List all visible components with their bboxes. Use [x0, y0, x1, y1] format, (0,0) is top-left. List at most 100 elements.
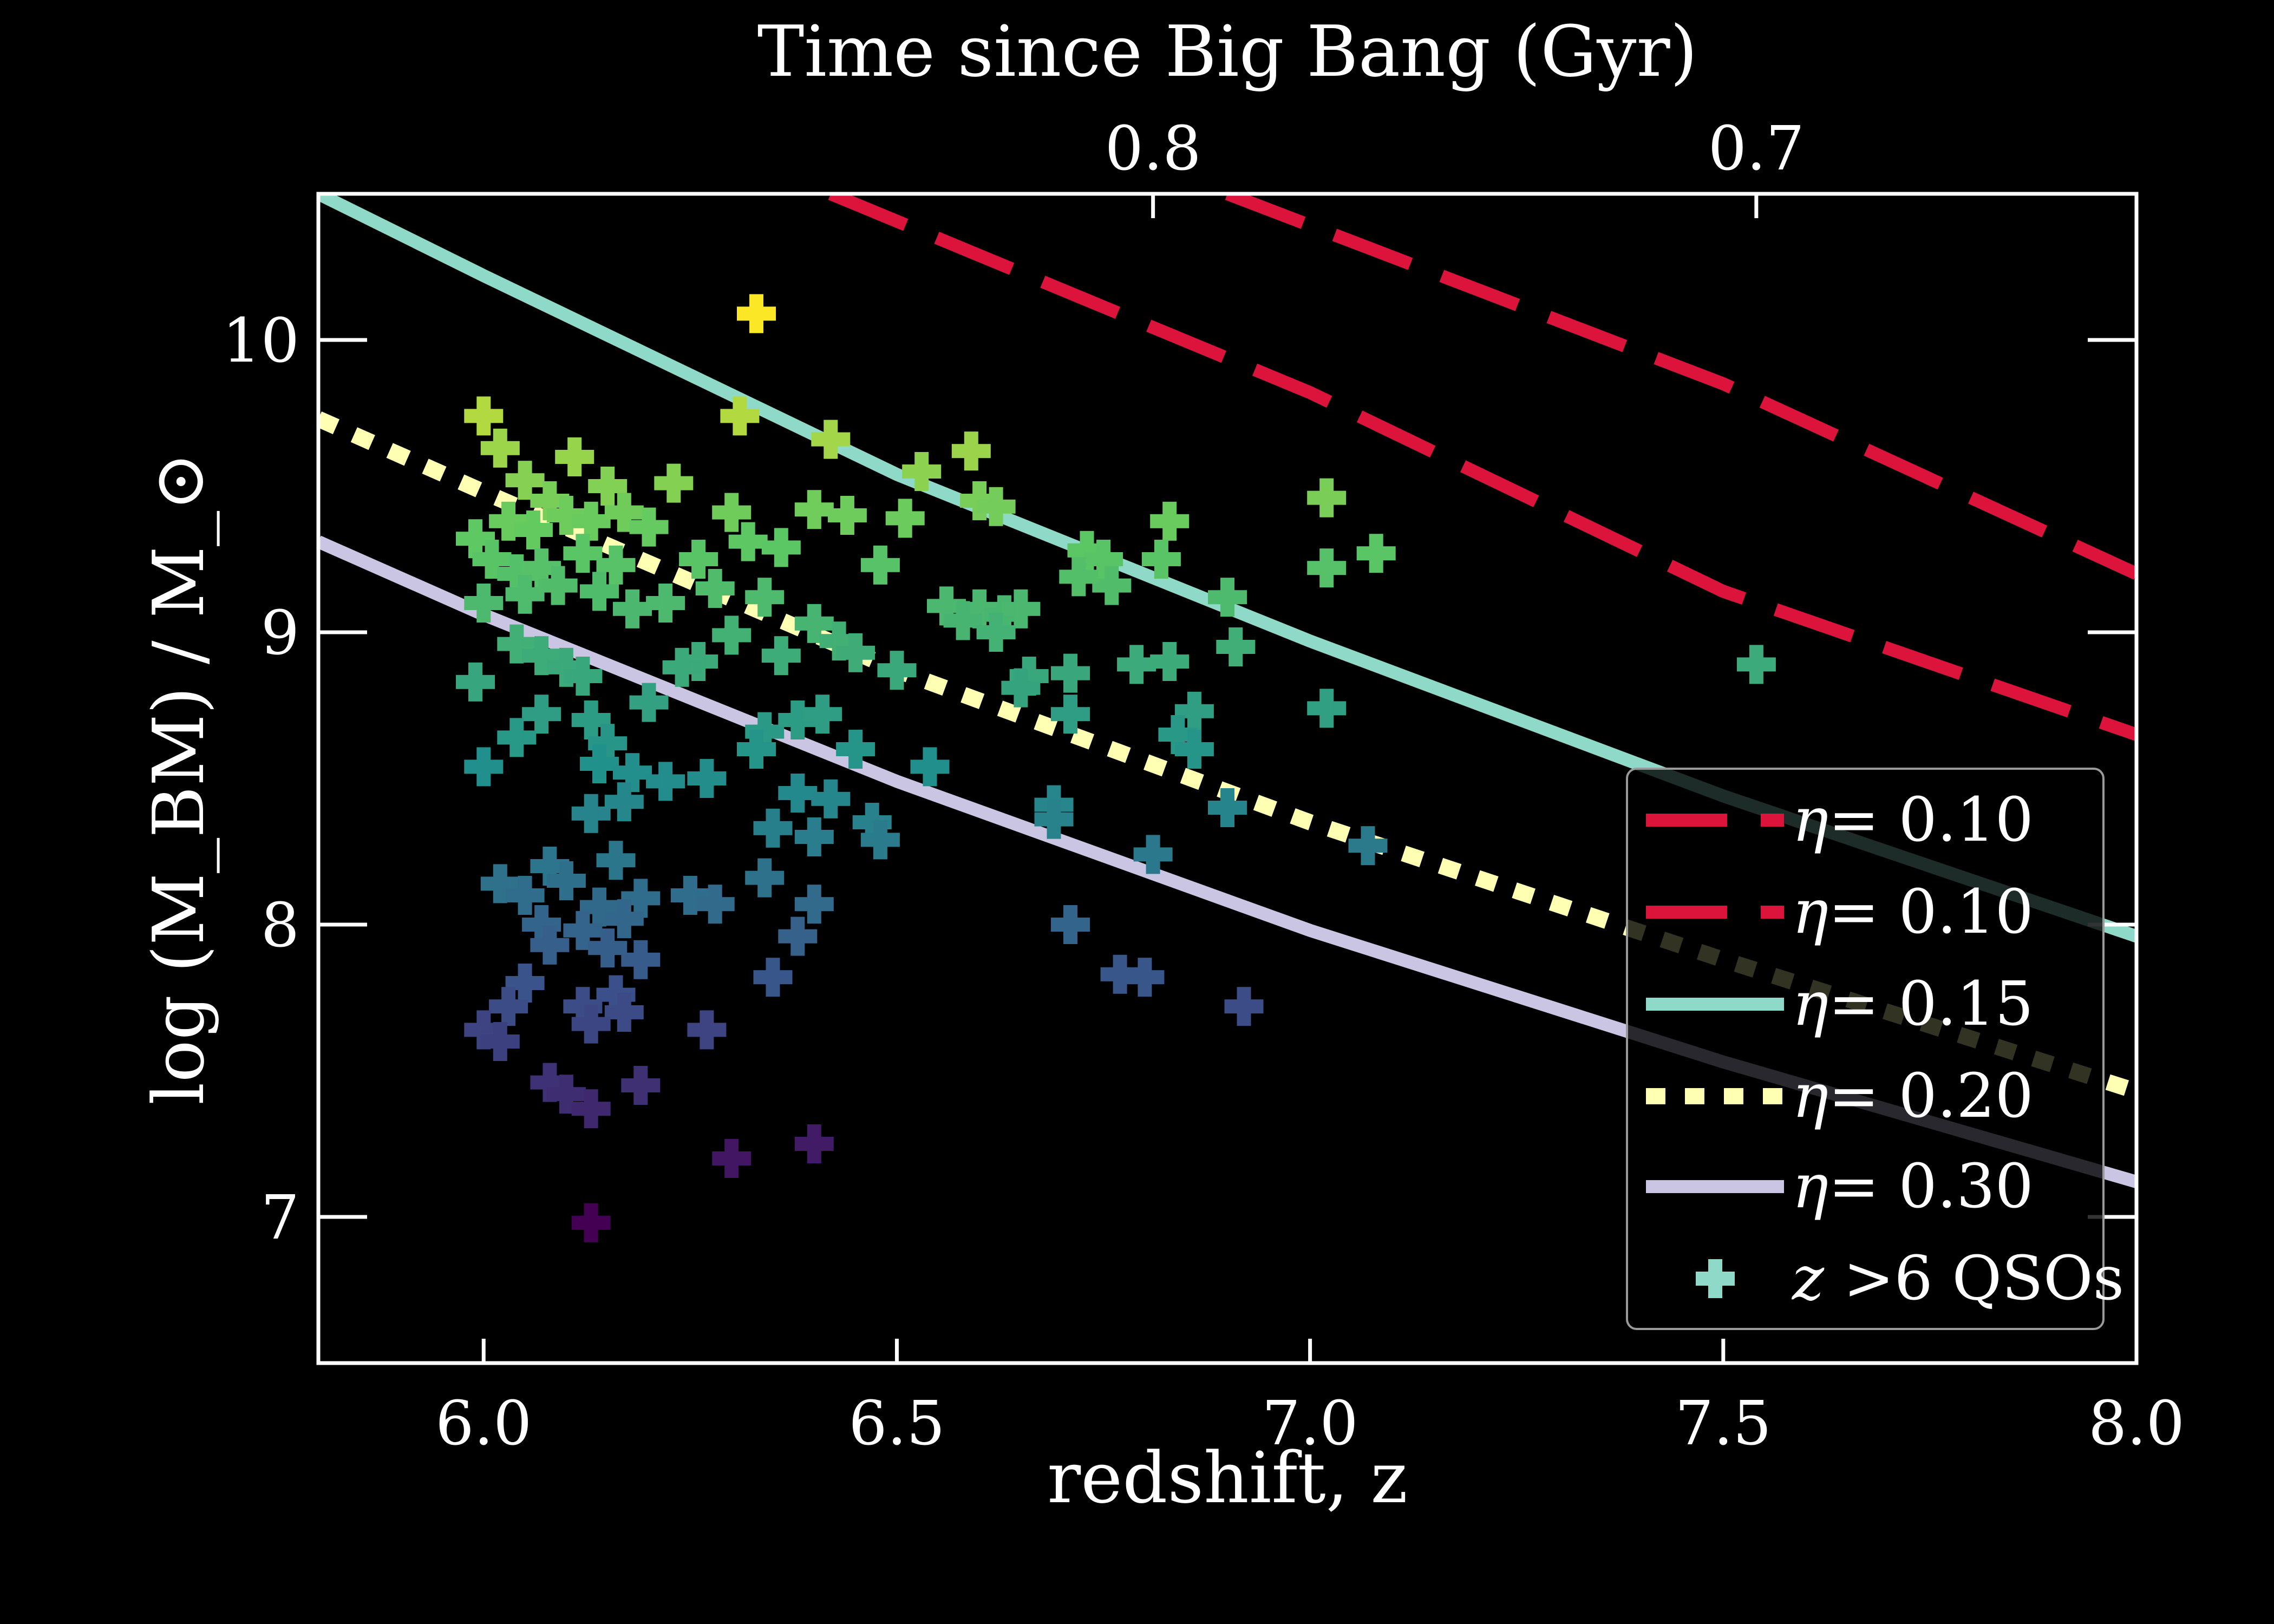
qso-point-126 — [604, 899, 644, 939]
y-tick-label: 7 — [261, 1183, 299, 1253]
legend-swatch-qso — [1696, 1259, 1735, 1298]
qso-point-9 — [505, 461, 545, 500]
x-tick-label: 6.0 — [435, 1389, 532, 1459]
top-tick-label: 0.8 — [1105, 114, 1201, 184]
qso-point-33 — [679, 540, 718, 579]
qso-point-45 — [580, 572, 619, 611]
qso-point-97 — [646, 762, 685, 801]
qso-point-43 — [505, 574, 545, 614]
qso-point-131 — [588, 928, 628, 968]
qso-point-19 — [629, 507, 669, 547]
qso-point-26 — [1150, 501, 1190, 541]
qso-points — [456, 294, 1776, 1242]
qso-point-20 — [712, 493, 752, 532]
qso-point-62 — [761, 636, 801, 676]
y-axis-title: log (M_BM) / M_⊙ — [138, 452, 220, 1105]
qso-point-103 — [1034, 800, 1074, 839]
qso-point-143 — [571, 1004, 611, 1044]
qso-point-35 — [761, 528, 801, 567]
qso-point-121 — [670, 876, 710, 915]
qso-point-106 — [604, 782, 644, 822]
qso-point-105 — [571, 794, 611, 833]
x-tick-label: 7.5 — [1675, 1389, 1772, 1459]
legend: η= 0.10 η= 0.10 η= 0.15 η= 0.20 η= 0.30 z >6 … — [1626, 768, 2124, 1330]
qso-point-110 — [860, 820, 900, 860]
qso-point-125 — [563, 911, 603, 950]
qso-point-42 — [464, 584, 504, 623]
qso-point-46 — [613, 589, 652, 628]
qso-point-147 — [621, 1066, 661, 1105]
y-tick-label: 9 — [261, 598, 299, 669]
qso-point-76 — [1001, 668, 1041, 708]
qso-point-116 — [546, 861, 586, 900]
qso-point-8 — [555, 437, 594, 476]
qso-point-59 — [794, 604, 834, 643]
legend-label-qso: z >6 QSOs — [1791, 1243, 2124, 1314]
qso-point-142 — [480, 1022, 520, 1061]
qso-point-57 — [943, 601, 983, 640]
qso-point-91 — [1174, 730, 1214, 769]
qso-point-50 — [1092, 566, 1132, 605]
qso-point-149 — [712, 1139, 752, 1178]
qso-point-137 — [489, 987, 528, 1026]
qso-point-88 — [497, 718, 537, 757]
x-tick-label: 6.5 — [848, 1389, 945, 1459]
x-tick-label: 7.0 — [1262, 1389, 1358, 1459]
y-tick-label: 10 — [222, 306, 299, 376]
axis-ticks: 6.0 6.5 7.0 7.5 8.0 7 8 9 10 0.8 0.7 — [222, 114, 2185, 1459]
legend-label-3: η= 0.15 — [1792, 969, 2034, 1039]
qso-point-101 — [811, 779, 851, 818]
qso-point-95 — [580, 744, 619, 783]
qso-point-114 — [596, 841, 636, 880]
qso-point-48 — [695, 569, 735, 608]
qso-point-87 — [803, 695, 842, 734]
qso-point-84 — [1051, 695, 1090, 734]
qso-point-63 — [836, 633, 875, 672]
qso-point-27 — [1307, 478, 1347, 518]
qso-point-72 — [877, 651, 917, 690]
qso-point-65 — [522, 636, 561, 676]
qso-point-98 — [687, 759, 727, 798]
qso-point-80 — [522, 695, 561, 734]
qso-point-93 — [836, 730, 875, 769]
qso-point-122 — [695, 885, 735, 924]
qso-point-99 — [910, 747, 950, 787]
qso-point-77 — [662, 647, 702, 687]
qso-point-139 — [604, 993, 644, 1032]
qso-point-140 — [1224, 987, 1264, 1026]
qso-point-148 — [571, 1089, 611, 1129]
qso-point-73 — [456, 662, 495, 702]
qso-point-39 — [1141, 540, 1181, 579]
qso-point-117 — [745, 858, 785, 898]
legend-label-4: η= 0.20 — [1792, 1061, 2034, 1131]
qso-point-7 — [480, 428, 520, 468]
qso-point-107 — [753, 808, 793, 848]
top-tick-label: 0.7 — [1708, 114, 1805, 184]
qso-point-104 — [1208, 788, 1247, 827]
qso-point-1 — [737, 294, 776, 333]
qso-point-31 — [563, 534, 603, 573]
qso-point-132 — [753, 958, 793, 997]
qso-point-70 — [1117, 645, 1156, 684]
qso-point-71 — [1150, 642, 1190, 681]
qso-point-36 — [860, 545, 900, 585]
qso-point-23 — [885, 499, 925, 538]
qso-point-64 — [497, 624, 537, 664]
qso-point-128 — [778, 916, 818, 956]
qso-point-56 — [1001, 589, 1041, 628]
legend-label-1: η= 0.10 — [1792, 785, 2034, 855]
qso-point-151 — [571, 1203, 611, 1242]
qso-point-40 — [1356, 534, 1396, 573]
series-line-2 — [1225, 194, 2136, 580]
qso-point-18 — [604, 493, 644, 532]
qso-point-15 — [513, 510, 553, 549]
qso-point-10 — [588, 467, 628, 506]
qso-point-6 — [902, 452, 942, 491]
qso-point-127 — [1051, 905, 1090, 944]
qso-point-58 — [976, 613, 1016, 652]
qso-point-75 — [1051, 653, 1090, 693]
qso-point-61 — [712, 615, 752, 655]
qso-point-2 — [464, 396, 504, 436]
legend-label-2: η= 0.10 — [1792, 877, 2034, 947]
